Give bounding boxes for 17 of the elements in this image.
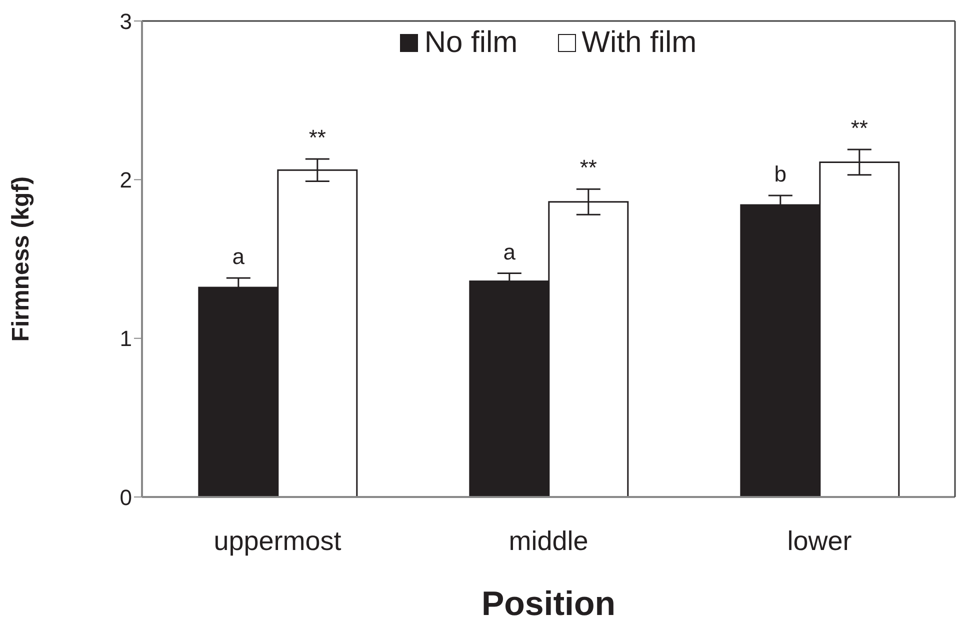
annotation: **	[850, 115, 868, 140]
annotation: **	[308, 125, 326, 150]
legend-label: No film	[424, 26, 518, 60]
y-tick-label: 3	[120, 8, 132, 34]
x-tick-label: uppermost	[214, 526, 342, 556]
legend-label: With film	[582, 26, 697, 60]
annotation: a	[503, 239, 516, 264]
y-tick-label: 2	[120, 167, 132, 192]
annotation: a	[232, 244, 246, 270]
x-axis-title: Position	[481, 585, 616, 619]
x-tick-label: middle	[508, 526, 588, 556]
annotation: **	[580, 155, 598, 180]
annotation: b	[774, 162, 787, 187]
y-tick-label: 0	[120, 484, 132, 510]
x-tick-label: lower	[787, 526, 852, 556]
y-axis-title: Firmness (kgf)	[8, 176, 35, 342]
y-tick-label: 1	[120, 326, 132, 352]
